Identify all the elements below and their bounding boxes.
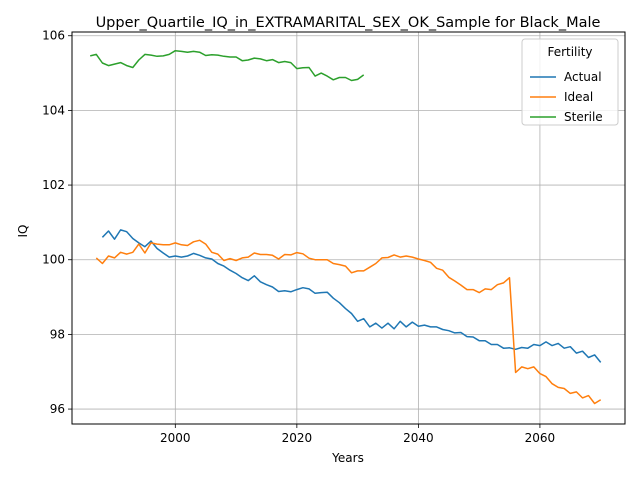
y-tick-label: 102 bbox=[42, 178, 65, 192]
plot-area-frame bbox=[71, 31, 626, 425]
series-line-sterile bbox=[90, 49, 365, 82]
legend-label-ideal: Ideal bbox=[564, 90, 593, 104]
legend-box bbox=[521, 38, 619, 126]
y-tick-label: 98 bbox=[50, 327, 65, 341]
y-tick-label: 106 bbox=[42, 29, 65, 43]
x-tick-label: 2060 bbox=[525, 431, 556, 445]
series-line-ideal bbox=[95, 239, 602, 405]
x-tick-label: 2020 bbox=[282, 431, 313, 445]
y-tick-label: 104 bbox=[42, 103, 65, 117]
legend-label-actual: Actual bbox=[564, 70, 602, 84]
x-axis-label: Years bbox=[331, 451, 364, 465]
chart-title: Upper_Quartile_IQ_in_EXTRAMARITAL_SEX_OK… bbox=[96, 15, 601, 31]
legend-title: Fertility bbox=[547, 45, 592, 59]
legend-label-sterile: Sterile bbox=[564, 110, 603, 124]
grid-lines bbox=[72, 32, 625, 424]
x-axis-ticks: 2000 2020 2040 2060 bbox=[160, 424, 555, 445]
series-layer bbox=[90, 49, 602, 405]
y-axis-ticks: 96 98 100 102 104 106 bbox=[42, 29, 72, 416]
y-tick-label: 96 bbox=[50, 402, 65, 416]
y-axis-label: IQ bbox=[16, 225, 30, 238]
legend: Fertility Actual Ideal Sterile bbox=[521, 38, 619, 126]
x-tick-label: 2040 bbox=[403, 431, 434, 445]
series-line-actual bbox=[101, 229, 602, 363]
x-tick-label: 2000 bbox=[160, 431, 191, 445]
y-tick-label: 100 bbox=[42, 253, 65, 267]
